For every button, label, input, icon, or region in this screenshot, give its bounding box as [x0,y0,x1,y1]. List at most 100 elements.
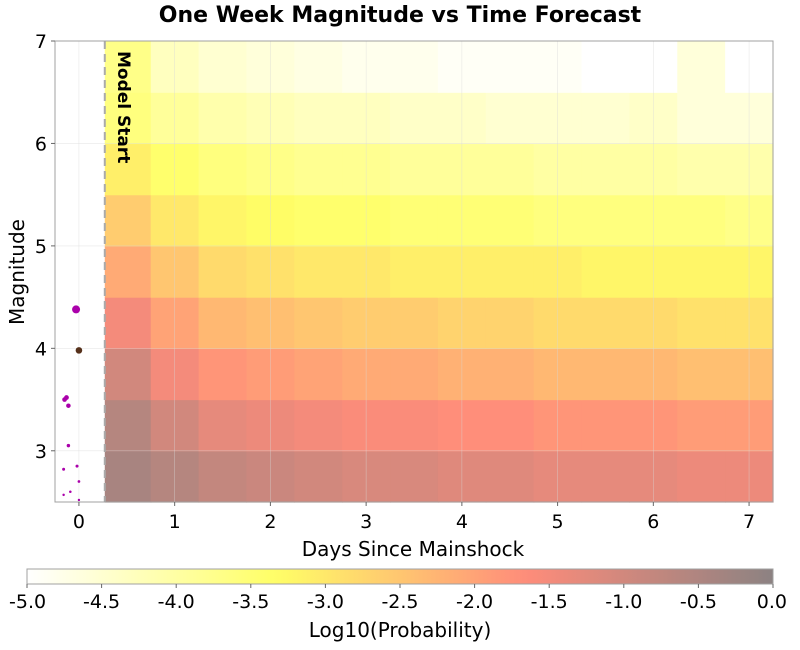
model-start-label: Model Start [113,51,133,163]
heatmap-cell [677,399,726,452]
heatmap-cell [581,348,630,401]
heatmap-cell [725,399,774,452]
x-tick-label: 4 [456,511,468,533]
heatmap-cell [390,399,439,452]
heatmap-cell [533,194,583,247]
heatmap-cell [294,92,343,145]
heatmap-cell [198,297,248,349]
heatmap-cell [485,41,535,93]
heatmap-cell [629,194,678,247]
heatmap-cell [485,194,535,247]
heatmap-cell [198,143,248,196]
heatmap-cell [390,245,439,298]
heatmap-cell [342,348,391,401]
heatmap-cell [533,348,583,401]
aftershock-point [69,490,72,494]
heatmap-cell [581,41,630,93]
heatmap-cell [485,399,535,452]
heatmap-cell [342,399,391,452]
heatmap-cell [533,143,583,196]
colorbar-tick-label: -4.5 [83,591,120,613]
heatmap-cell [629,450,678,503]
heatmap-cell [581,399,630,452]
y-tick-label: 6 [35,133,47,155]
y-axis-label: Magnitude [5,219,29,325]
heatmap-cell [581,143,630,196]
heatmap-cell [342,41,391,93]
heatmap-cell [581,92,630,145]
heatmap-cell [725,143,774,196]
heatmap-cell [725,245,774,298]
plot-frame [54,40,774,503]
heatmap-cell [629,143,678,196]
heatmap-cell [104,348,152,401]
heatmap-cell [677,450,726,503]
aftershock-point [64,395,69,400]
heatmap-cell [104,450,152,503]
aftershock-point [62,467,66,471]
heatmap-cell [677,245,726,298]
x-axis-ticks: 0 1 2 3 4 5 6 7 [73,502,755,533]
x-tick-label: 0 [73,511,85,533]
x-tick-label: 3 [360,511,372,533]
heatmap-cell [725,92,774,145]
heatmap-cell [677,92,726,145]
heatmap-cell [485,245,535,298]
heatmap-cell [390,143,439,196]
heatmap-cell [533,297,583,349]
heatmap-cell [390,92,439,145]
heatmap-cell [725,348,774,401]
heatmap-cell [725,450,774,503]
heatmap-cell [533,399,583,452]
heatmap-cell [390,348,439,401]
heatmap-cell [198,399,248,452]
heatmap-cell [104,143,152,196]
heatmap-cell [485,450,535,503]
heatmap-cell [342,245,391,298]
heatmap-cell [104,41,152,93]
heatmap-cell [581,450,630,503]
heatmap-cell [294,297,343,349]
aftershock-point [77,498,81,502]
y-tick-label: 5 [35,236,47,258]
heatmap-cell [677,194,726,247]
aftershock-point [77,480,81,483]
y-axis-ticks: 3 4 5 6 7 [35,31,55,463]
chart-title: One Week Magnitude vs Time Forecast [159,3,642,28]
heatmap-cell [677,348,726,401]
heatmap-cell [629,297,678,349]
heatmap-cell [342,92,391,145]
colorbar-tick-label: -5.0 [9,591,46,613]
colorbar-tick-label: -1.5 [531,591,568,613]
colorbar-tick-label: -3.5 [232,591,269,613]
heatmap-cell [533,245,583,298]
colorbar [26,568,774,585]
heatmap-cell [533,92,583,145]
heatmap-cell [294,143,343,196]
heatmap-cell [198,92,248,145]
heatmap-cell [485,297,535,349]
heatmap-cell [294,41,343,93]
heatmap-cell [533,41,583,93]
heatmap-cell [294,348,343,401]
heatmap-cell [629,399,678,452]
heatmap-cell [629,41,678,93]
y-tick-label: 7 [35,31,47,53]
colorbar-tick-label: -2.0 [456,591,493,613]
heatmap-cell [294,245,343,298]
heatmap-cell [342,143,391,196]
heatmap-cell [198,450,248,503]
heatmap-cell [342,450,391,503]
heatmap-cell [485,92,535,145]
heatmap-cell [629,92,678,145]
heatmap-cell [533,450,583,503]
heatmap-cell [485,348,535,401]
aftershock-point [66,443,71,448]
heatmap-cell [677,297,726,349]
heatmap-cell [390,194,439,247]
x-tick-label: 7 [743,511,755,533]
aftershock-point [75,347,83,354]
aftershock-point [75,464,79,468]
colorbar-tick-label: -1.0 [605,591,642,613]
